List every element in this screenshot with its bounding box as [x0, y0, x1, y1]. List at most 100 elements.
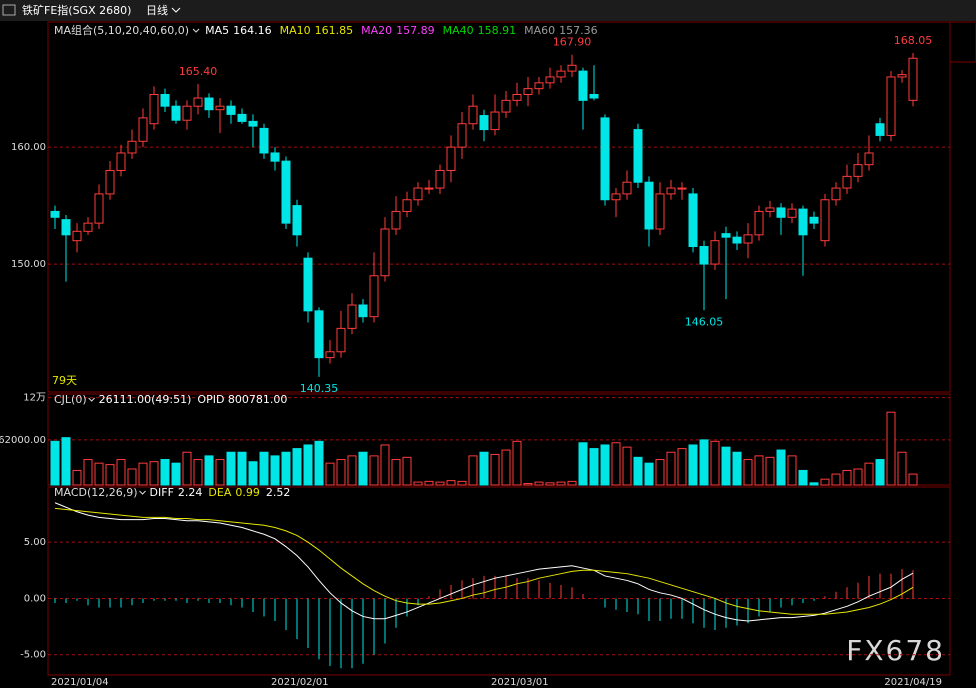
macd-dea-line: [54, 507, 914, 615]
volume-bar: [523, 483, 533, 486]
candle-body: [578, 70, 588, 101]
candle-body: [842, 175, 852, 189]
volume-bar: [413, 481, 423, 486]
price-annotation: 140.35: [300, 382, 339, 395]
ma-legend-value: 158.91: [478, 24, 517, 37]
volume-bar: [787, 455, 797, 486]
candle-body: [446, 146, 456, 172]
x-tick-label: 2021/04/19: [884, 677, 942, 688]
period-selector[interactable]: 日线: [146, 3, 168, 17]
candle-body: [743, 234, 753, 244]
candle-body: [457, 123, 467, 148]
candle-body: [72, 230, 82, 242]
volume-bar: [193, 459, 203, 486]
volume-bar: [688, 444, 698, 486]
volume-bar: [567, 480, 577, 486]
volume-bar: [809, 482, 819, 486]
dropdown-arrow: [139, 490, 146, 495]
volume-bar: [842, 469, 852, 486]
ma-legend-title: MA组合(5,10,20,40,60,0): [54, 23, 189, 37]
volume-bar: [380, 444, 390, 486]
x-tick-label: 2021/01/04: [51, 677, 109, 688]
volume-bar: [105, 464, 115, 486]
candle-body: [292, 205, 302, 236]
candle-body: [281, 160, 291, 224]
candle-body: [820, 199, 830, 242]
volume-bar: [248, 461, 258, 486]
volume-bar: [501, 449, 511, 486]
volume-bar: [578, 442, 588, 486]
volume-info: 26111.00(49:51): [99, 393, 192, 406]
candle-body: [325, 351, 335, 359]
menu-icon[interactable]: [2, 4, 16, 16]
candle-body: [237, 113, 247, 122]
volume-bar: [490, 453, 500, 486]
price-annotation: 167.90: [553, 36, 592, 49]
candle-body: [611, 193, 621, 201]
volume-bar: [391, 459, 401, 486]
candle-body: [138, 117, 148, 142]
volume-bar: [50, 440, 60, 486]
y-tick-label: 0.00: [24, 593, 46, 604]
volume-bar: [215, 459, 225, 486]
volume-bar: [446, 480, 456, 486]
macd-value: 2.52: [266, 486, 291, 499]
volume-bar: [732, 451, 742, 486]
candle-body: [721, 233, 731, 238]
volume-bar: [897, 451, 907, 486]
volume-bar: [908, 473, 918, 486]
volume-bar: [116, 459, 126, 486]
candle-body: [831, 187, 841, 201]
candle-body: [50, 210, 60, 218]
volume-bar: [237, 451, 247, 486]
candle-body: [314, 310, 324, 359]
top-bar: [0, 0, 976, 21]
price-panel: [47, 21, 951, 393]
volume-bar: [644, 462, 654, 486]
volume-bar: [886, 411, 896, 486]
candle-body: [347, 304, 357, 329]
volume-bar: [325, 462, 335, 486]
volume-bar: [61, 437, 71, 486]
macd-diff-line: [54, 502, 914, 622]
dropdown-arrow[interactable]: [171, 7, 181, 13]
macd-label: MACD(12,26,9): [54, 486, 138, 499]
candle-body: [127, 140, 137, 154]
candle-body: [556, 70, 566, 78]
macd-panel: [47, 486, 951, 676]
candle-body: [710, 240, 720, 265]
volume-label: CJL(0): [54, 393, 87, 406]
volume-bar: [402, 456, 412, 486]
dropdown-arrow: [192, 28, 200, 33]
candle-body: [567, 64, 577, 72]
y-tick-label: 5.00: [24, 537, 46, 548]
candle-body: [424, 187, 434, 190]
candle-body: [490, 111, 500, 131]
volume-bar: [589, 448, 599, 486]
volume-bar: [138, 462, 148, 486]
dea-value: 0.99: [235, 486, 260, 499]
dropdown-arrow: [88, 397, 95, 402]
candle-body: [303, 257, 313, 312]
volume-bar: [204, 455, 214, 486]
candle-body: [589, 94, 599, 99]
ma-legend-name: MA20: [361, 24, 392, 37]
candle-body: [523, 88, 533, 96]
candle-body: [666, 187, 676, 195]
dea: DEA: [208, 486, 231, 499]
candle-body: [215, 105, 225, 111]
volume-bar: [479, 451, 489, 486]
candle-body: [754, 210, 764, 236]
volume-bar: [149, 461, 159, 486]
candle-body: [798, 208, 808, 236]
volume-bar: [182, 451, 192, 486]
diff: DIFF: [150, 486, 174, 499]
volume-bar: [435, 481, 445, 486]
candle-body: [688, 193, 698, 248]
volume-bar: [633, 456, 643, 486]
volume-bar: [556, 481, 566, 486]
volume-bar: [776, 449, 786, 486]
candle-body: [226, 105, 236, 115]
y-tick-label: -5.00: [20, 650, 46, 661]
